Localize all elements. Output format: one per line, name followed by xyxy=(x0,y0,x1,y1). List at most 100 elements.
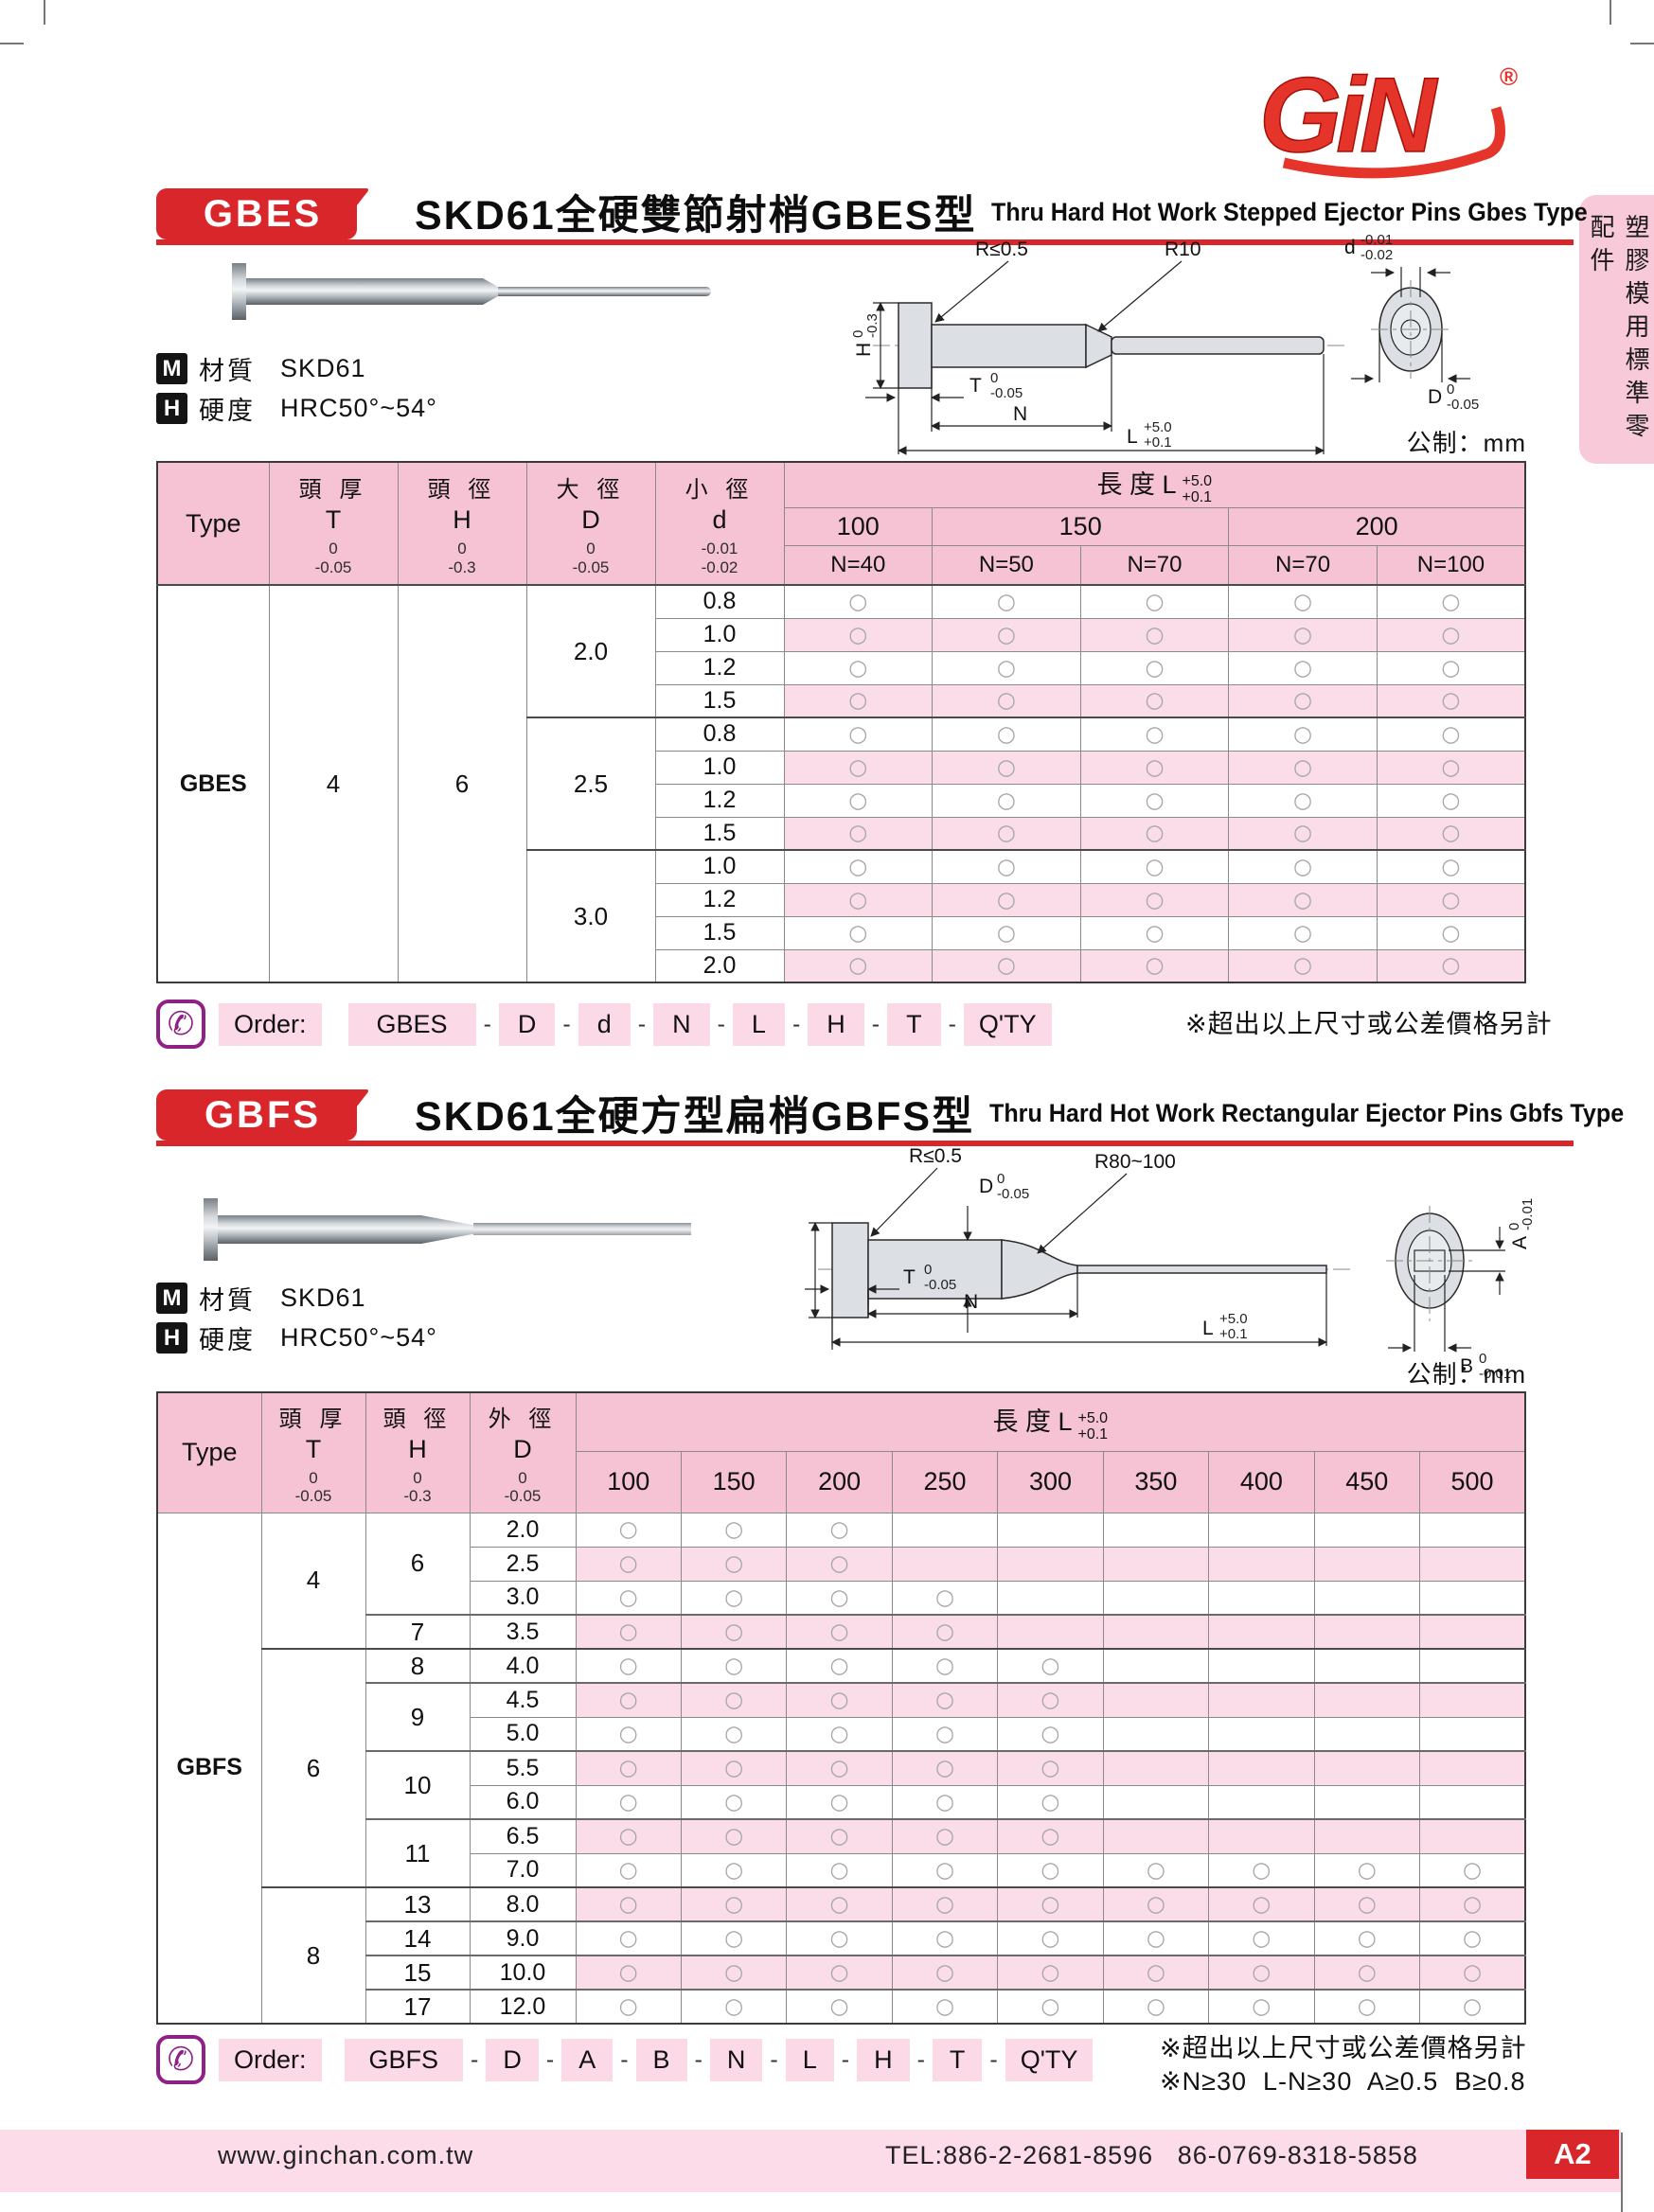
availability-cell: ○ xyxy=(1208,1886,1315,1922)
availability-cell: ○ xyxy=(783,650,934,685)
availability-cell xyxy=(1208,1648,1315,1684)
table-row: 9 4.5 ○ ○ ○ ○ ○ xyxy=(157,1682,1526,1752)
order-part: T xyxy=(932,2038,983,2081)
d-value-cell: 9.0 xyxy=(469,1920,577,1956)
order-part: N xyxy=(653,1002,710,1046)
pin-shaft xyxy=(218,1215,421,1244)
availability-cell xyxy=(1313,1512,1421,1548)
phone-icon: ✆ xyxy=(156,2035,205,2084)
gbfs-rule xyxy=(156,1141,1574,1146)
availability-cell: ○ xyxy=(1102,1955,1210,1991)
order-label: Order: xyxy=(219,2038,322,2081)
availability-cell: ○ xyxy=(1079,849,1230,884)
h-group-cell: 13 xyxy=(365,1886,471,1922)
availability-cell: ○ xyxy=(575,1920,682,1956)
availability-cell: ○ xyxy=(1376,717,1526,752)
gbfs-note-2: ※N≥30 L-N≥30 A≥0.5 B≥0.8 xyxy=(1160,2067,1526,2096)
availability-cell: ○ xyxy=(786,1852,893,1888)
availability-cell: ○ xyxy=(932,783,1081,818)
svg-text:-0.05: -0.05 xyxy=(924,1277,956,1293)
availability-cell: ○ xyxy=(680,1716,788,1752)
availability-cell: ○ xyxy=(575,1614,682,1650)
table-row: 2.0 ○ ○ ○ ○ ○ xyxy=(157,948,1526,983)
availability-cell: ○ xyxy=(932,948,1081,983)
d-value-cell: 1.5 xyxy=(654,915,785,950)
availability-cell xyxy=(997,1614,1104,1650)
crop-mark xyxy=(0,43,24,44)
availability-cell: ○ xyxy=(932,849,1081,884)
order-part: H xyxy=(808,1002,864,1046)
availability-cell: ○ xyxy=(680,1955,788,1991)
availability-cell: ○ xyxy=(997,1989,1104,2025)
availability-cell: ○ xyxy=(891,1989,999,2025)
gbfs-title-en: Thru Hard Hot Work Rectangular Ejector P… xyxy=(989,1098,1625,1127)
order-part: N xyxy=(709,2038,763,2081)
availability-cell: ○ xyxy=(1419,1955,1526,1991)
availability-cell: ○ xyxy=(1376,783,1526,818)
availability-cell: ○ xyxy=(680,1648,788,1684)
h-group-cell: 10 xyxy=(365,1750,471,1820)
hardness-value: HRC50°~54° xyxy=(280,394,437,422)
availability-cell: ○ xyxy=(1376,617,1526,652)
availability-cell: ○ xyxy=(1376,915,1526,950)
hardness-name: 硬度 xyxy=(199,397,256,425)
length-header: 500 xyxy=(1419,1450,1526,1513)
dim-r-step-label: R10 xyxy=(1165,239,1201,260)
availability-cell: ○ xyxy=(575,1818,682,1854)
availability-cell: ○ xyxy=(1079,617,1230,652)
table-row: 3.0 ○ ○ ○ ○ xyxy=(157,1580,1526,1616)
availability-cell: ○ xyxy=(786,1648,893,1684)
drawing-pin-head xyxy=(898,302,933,389)
availability-cell: ○ xyxy=(680,1750,788,1786)
availability-cell: ○ xyxy=(1079,683,1230,718)
availability-cell xyxy=(891,1512,999,1548)
availability-cell: ○ xyxy=(1228,816,1378,851)
d-value-cell: 5.0 xyxy=(469,1716,577,1752)
availability-cell: ○ xyxy=(680,1852,788,1888)
logo-text: GiN xyxy=(1259,56,1438,174)
availability-cell: ○ xyxy=(932,816,1081,851)
availability-cell: ○ xyxy=(1313,1886,1421,1922)
d-value-cell: 1.2 xyxy=(654,882,785,917)
availability-cell xyxy=(1419,1546,1526,1582)
table-row: 1.2 ○ ○ ○ ○ ○ xyxy=(157,882,1526,917)
availability-cell: ○ xyxy=(575,1989,682,2025)
availability-cell: ○ xyxy=(1079,783,1230,818)
pin-head xyxy=(204,1198,218,1261)
h-group-cell: 17 xyxy=(365,1989,471,2025)
d-value-cell: 6.5 xyxy=(469,1818,577,1854)
availability-cell: ○ xyxy=(891,1614,999,1650)
availability-cell xyxy=(1313,1784,1421,1820)
availability-cell: ○ xyxy=(575,1580,682,1616)
availability-cell xyxy=(1208,1784,1315,1820)
t-group-cell: 6 xyxy=(260,1648,366,1888)
col-header-type: Type xyxy=(156,1391,262,1513)
availability-cell: ○ xyxy=(680,1886,788,1922)
availability-cell: ○ xyxy=(932,617,1081,652)
availability-cell xyxy=(1102,1614,1210,1650)
table-row: 6.0 ○ ○ ○ ○ ○ xyxy=(157,1784,1526,1820)
gbes-technical-drawing: H 0 -0.3 R≤0.5 R10 T 0 -0.05 N L +5.0 +0… xyxy=(852,235,1479,455)
availability-cell: ○ xyxy=(1228,948,1378,983)
h-group-cell: 15 xyxy=(365,1955,471,1991)
availability-cell xyxy=(1208,1512,1315,1548)
table-row: 5.0 ○ ○ ○ ○ ○ xyxy=(157,1716,1526,1752)
phone-icon: ✆ xyxy=(156,1000,205,1049)
svg-text:-0.05: -0.05 xyxy=(1447,397,1479,413)
h-group-cell: 6 xyxy=(365,1512,471,1616)
availability-cell: ○ xyxy=(1376,650,1526,685)
order-part: Q'TY xyxy=(1005,2038,1094,2081)
availability-cell: ○ xyxy=(575,1648,682,1684)
dim-l-label: L xyxy=(1202,1318,1214,1339)
availability-cell: ○ xyxy=(786,1784,893,1820)
table-row: 7.0 ○ ○ ○ ○ ○ ○ ○ ○ ○ xyxy=(157,1852,1526,1888)
dim-a-group: A 0 -0.01 xyxy=(1506,1198,1536,1249)
d-value-cell: 2.0 xyxy=(654,948,785,983)
dim-a-label: A xyxy=(1509,1236,1531,1249)
badge-label: GBFS xyxy=(204,1093,322,1136)
availability-cell: ○ xyxy=(786,1614,893,1650)
order-part: GBES xyxy=(347,1002,476,1046)
availability-cell: ○ xyxy=(891,1716,999,1752)
